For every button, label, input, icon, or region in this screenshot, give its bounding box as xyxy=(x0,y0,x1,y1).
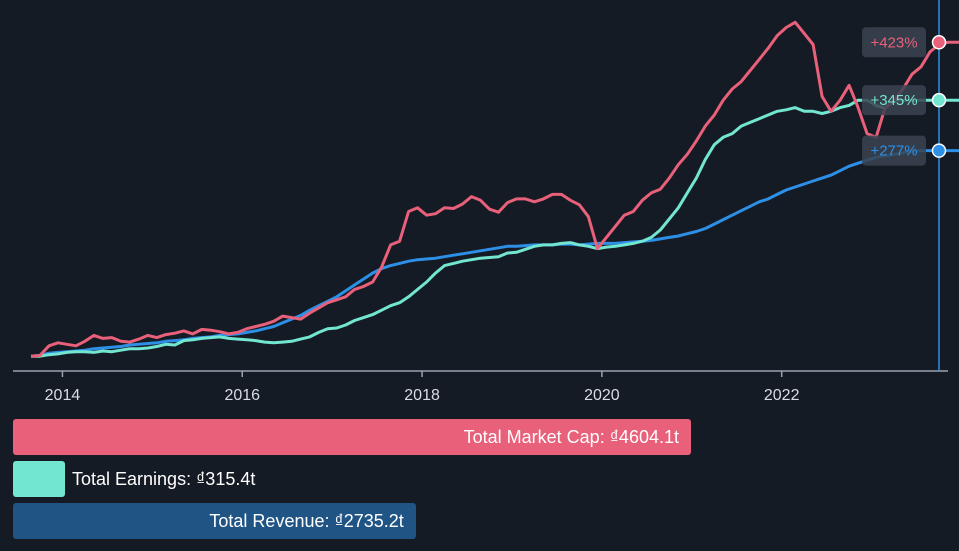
total-market-cap-bar xyxy=(13,419,691,455)
total-revenue-label: Total Revenue: ₫2735.2t xyxy=(209,511,404,531)
x-tick-label: 2014 xyxy=(45,387,81,404)
series-layer xyxy=(30,20,959,358)
end-label-box xyxy=(862,85,927,116)
x-tick-label: 2020 xyxy=(584,387,620,404)
series-line-total-market-cap xyxy=(30,20,959,358)
total-market-cap-label: Total Market Cap: ₫4604.1t xyxy=(463,427,679,447)
end-label-box xyxy=(862,135,927,166)
total-revenue-bar xyxy=(13,503,416,539)
series-line-total-earnings xyxy=(31,98,959,358)
end-label-text: +345% xyxy=(870,92,917,109)
series-line-total-revenue xyxy=(30,149,959,358)
x-tick-label: 2016 xyxy=(224,387,260,404)
total-earnings-bar xyxy=(13,461,65,497)
end-labels: +423% +345% +277% xyxy=(862,27,947,166)
end-label-box xyxy=(862,27,927,58)
end-point-dot xyxy=(931,92,947,108)
x-tick-label: 2022 xyxy=(764,387,800,404)
line-chart: 2014 2016 2018 2020 2022 +423% +345% +277% xyxy=(13,0,959,404)
end-label-text: +423% xyxy=(870,34,917,51)
end-point-dot xyxy=(931,143,947,158)
total-earnings-label: Total Earnings: ₫315.4t xyxy=(72,469,256,489)
x-tick-label: 2018 xyxy=(404,387,440,404)
end-point-dot xyxy=(931,35,947,50)
end-label-text: +277% xyxy=(870,143,917,160)
x-axis-ticks: 2014 2016 2018 2020 2022 xyxy=(45,371,800,404)
